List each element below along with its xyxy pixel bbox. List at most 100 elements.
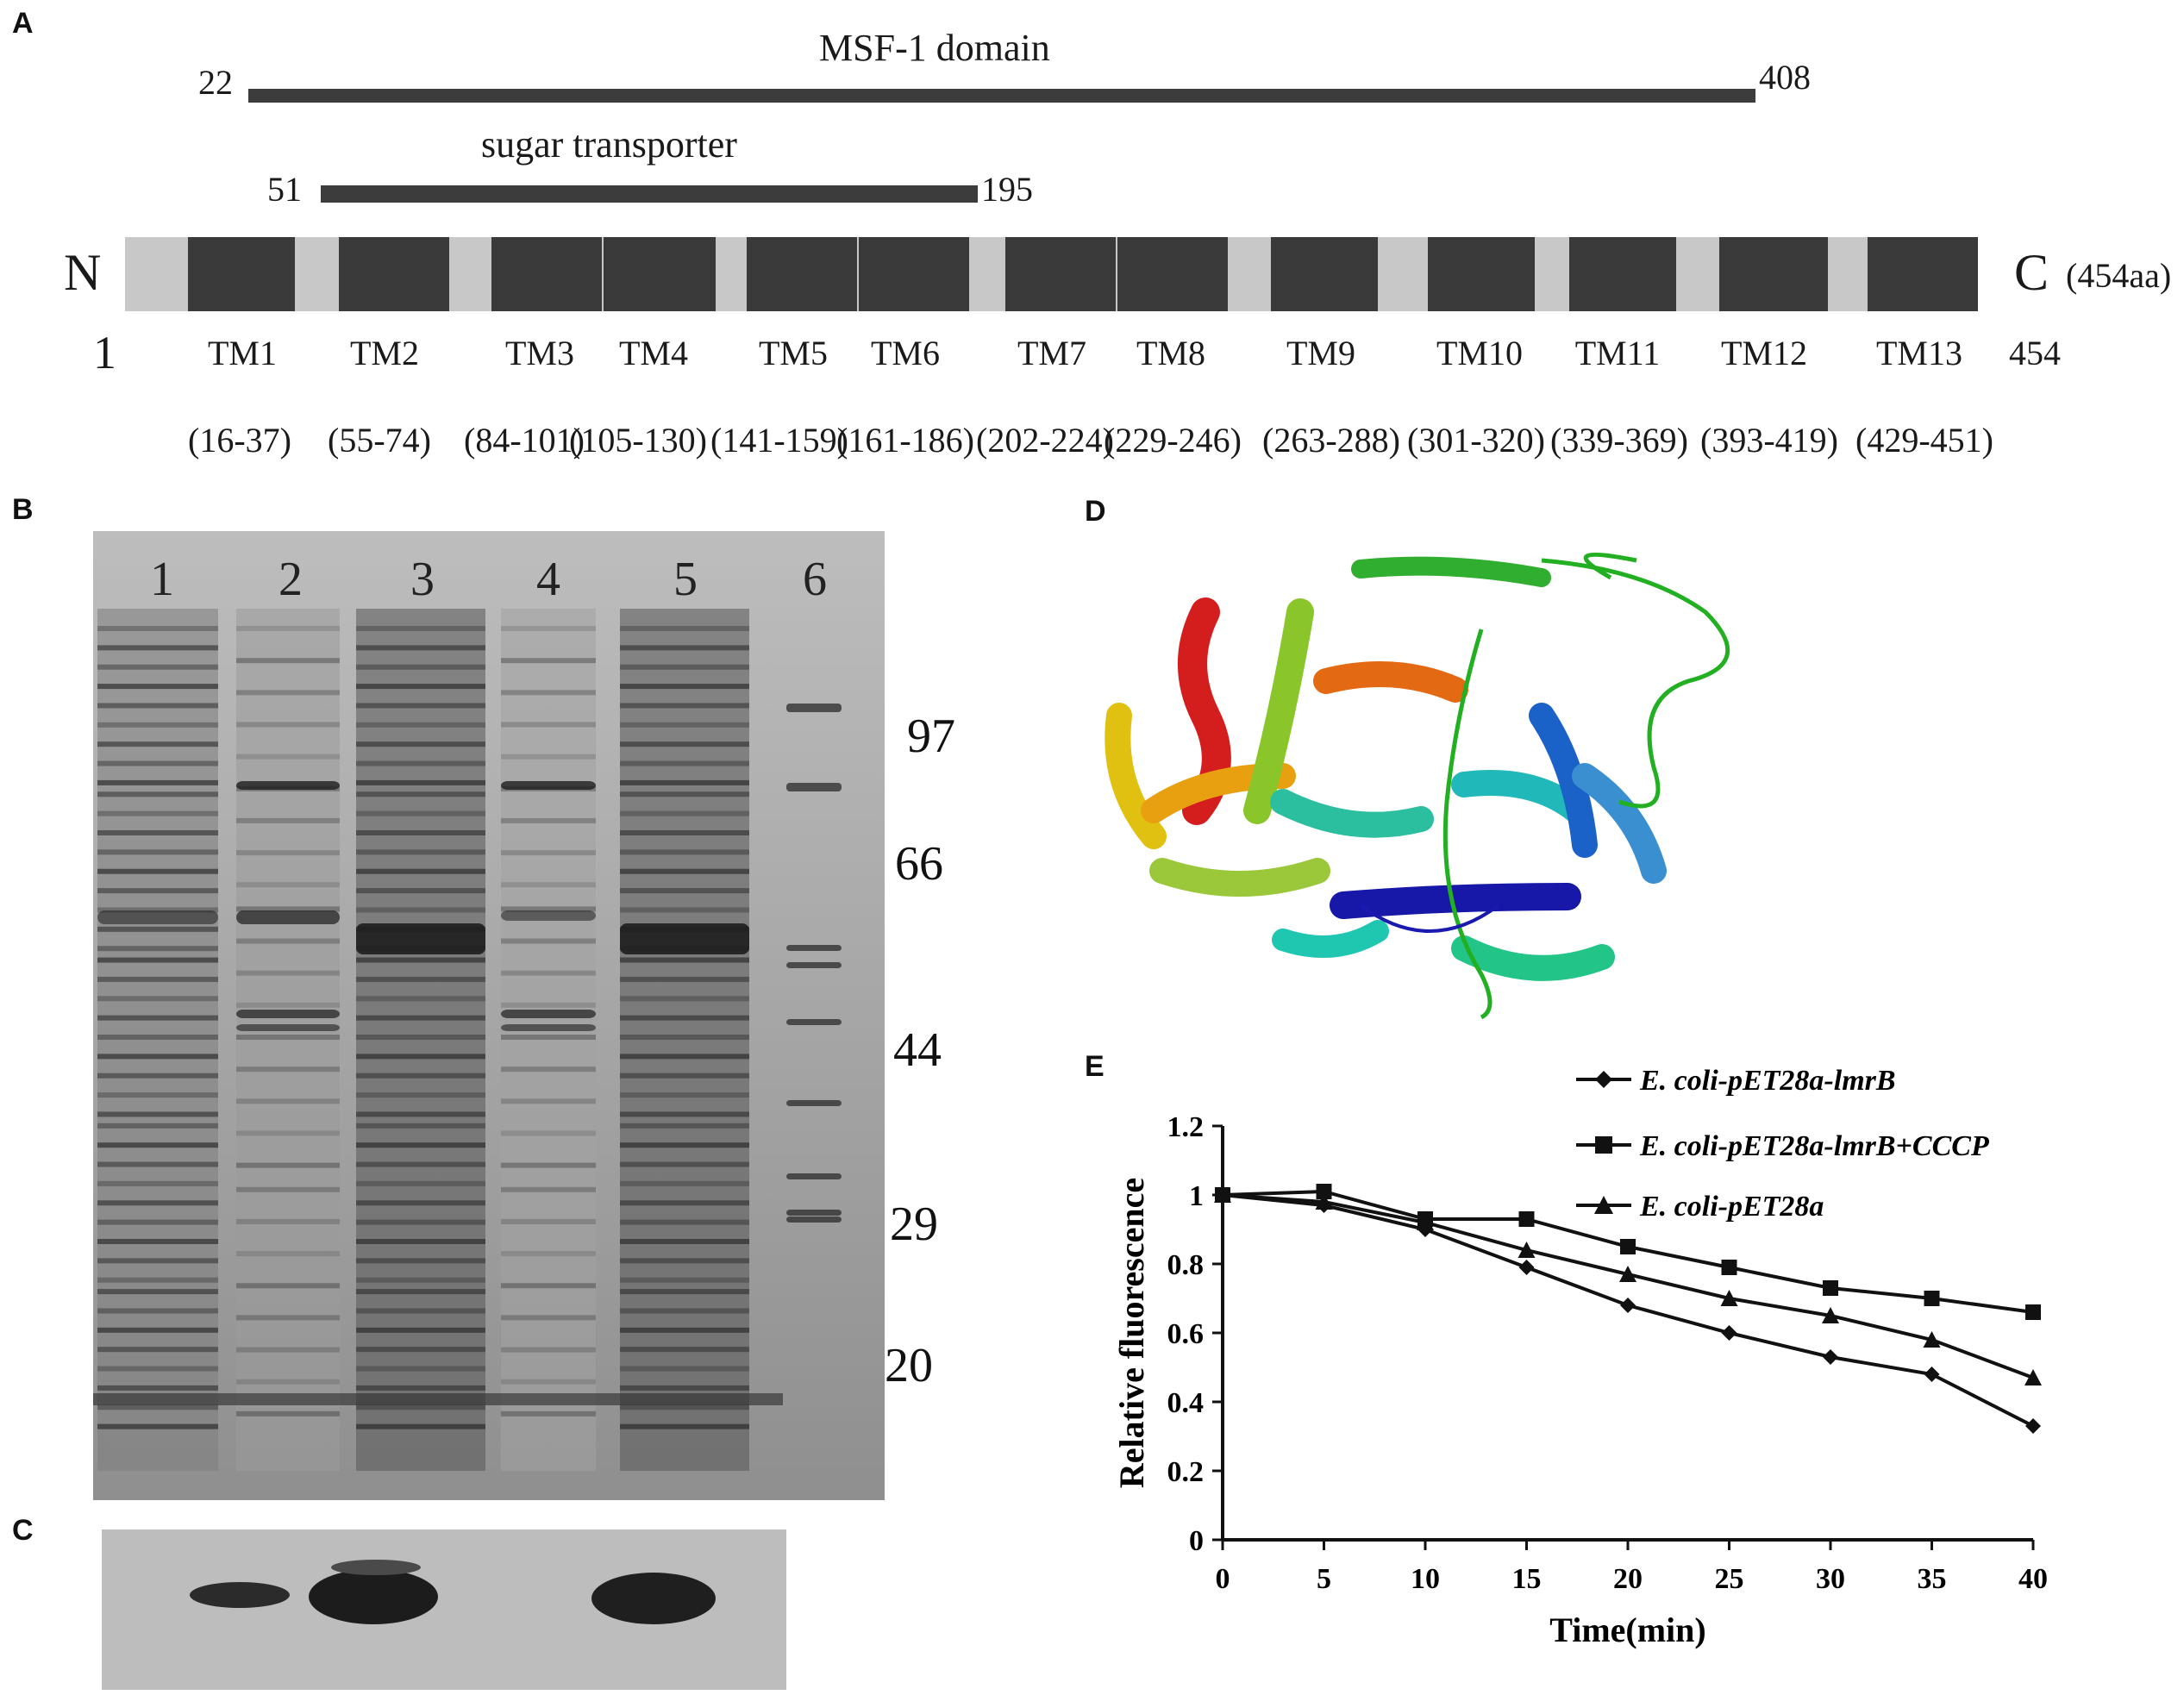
gel-band — [356, 1277, 485, 1283]
y-axis-label: Relative fluorescence — [1112, 1178, 1151, 1488]
tm-range-8: (229-246) — [1104, 421, 1242, 460]
helix-royal-blue — [1529, 703, 1598, 858]
marker-29: 29 — [890, 1198, 938, 1251]
gel-band — [356, 810, 485, 816]
gel-band — [620, 1015, 749, 1021]
gel-band — [97, 1258, 218, 1264]
gel-band — [620, 1123, 749, 1129]
marker-band — [786, 1210, 842, 1216]
data-point-diamond — [1924, 1367, 1940, 1382]
panel-label-d: D — [1085, 495, 1106, 528]
gel-band — [620, 1142, 749, 1148]
loop-outer — [1541, 558, 1730, 809]
gel-band — [356, 957, 485, 963]
tm-name-12: TM12 — [1721, 334, 1807, 372]
gel-band — [97, 1200, 218, 1206]
gel-band — [236, 1002, 340, 1008]
marker-66: 66 — [895, 837, 943, 891]
position-end-label: 454 — [2009, 334, 2061, 372]
data-point-square — [1620, 1239, 1636, 1254]
gel-band — [236, 850, 340, 856]
gel-band — [97, 1219, 218, 1225]
gel-band — [236, 722, 340, 728]
gel-band — [236, 1283, 340, 1289]
gel-band — [236, 1410, 340, 1417]
gel-band — [97, 684, 218, 690]
gel-band — [501, 938, 596, 944]
tm-segment-11 — [1569, 237, 1676, 311]
legend-label-3: E. coli-pET28a — [1639, 1191, 1824, 1223]
gel-band — [620, 1277, 749, 1283]
gel-band — [97, 1404, 218, 1410]
gel-band — [97, 926, 218, 932]
x-tick-label: 20 — [1613, 1563, 1643, 1595]
helix-turquoise — [1272, 920, 1389, 958]
tm-name-6: TM6 — [871, 334, 940, 372]
gel-band — [501, 1315, 596, 1321]
tm-segment-13 — [1868, 237, 1978, 311]
gel-band — [501, 1162, 596, 1168]
gel-band — [501, 1035, 596, 1040]
legend-label-1: E. coli-pET28a-lmrB — [1639, 1065, 1896, 1097]
line-chart: 0 0.2 0.4 0.6 0.8 1 1.2 0 5 10 15 20 25 30 35 40 E. co… — [1112, 1065, 2048, 1649]
y-tick-label: 1.2 — [1167, 1111, 1205, 1143]
msf-start-label: 22 — [198, 63, 233, 102]
data-point-square — [1316, 1184, 1332, 1199]
helix-sea-green — [1451, 935, 1615, 981]
gel-band — [620, 1035, 749, 1040]
gel-band — [236, 1035, 340, 1040]
gel-band — [97, 946, 218, 952]
legend-label-2: E. coli-pET28a-lmrB+CCCP — [1639, 1130, 1989, 1162]
gel-band — [356, 976, 485, 982]
marker-band — [786, 945, 842, 951]
gel-band — [620, 1404, 749, 1410]
lane-label-4: 4 — [536, 553, 560, 606]
gel-band — [97, 1289, 218, 1295]
panel-label-a: A — [12, 7, 34, 40]
panel-label-c: C — [12, 1514, 34, 1547]
y-tick-label: 0.2 — [1167, 1456, 1205, 1488]
gel-band — [356, 791, 485, 797]
gel-band — [501, 882, 596, 888]
gel-band — [356, 1308, 485, 1314]
gel-band — [620, 1092, 749, 1098]
gel-band — [620, 1180, 749, 1186]
gel-band — [236, 970, 340, 976]
fluorescence-chart: 0 0.2 0.4 0.6 0.8 1 1.2 0 5 10 15 20 25 30 35 40 E. co… — [1069, 1060, 2184, 1695]
marker-band — [786, 1217, 842, 1223]
gel-band — [97, 760, 218, 766]
gel-band — [236, 690, 340, 696]
gel-band — [236, 658, 340, 664]
gel-band — [97, 1142, 218, 1148]
gel-band — [501, 1098, 596, 1104]
x-tick-label: 25 — [1715, 1563, 1744, 1595]
gel-band — [97, 1239, 218, 1244]
gel-band — [236, 1251, 340, 1257]
gel-band — [620, 1308, 749, 1314]
gel-band — [97, 1073, 218, 1079]
gel-band — [97, 1385, 218, 1391]
tm-name-8: TM8 — [1136, 334, 1205, 372]
gel-band — [97, 1180, 218, 1186]
gel-band — [236, 817, 340, 823]
gel-band — [620, 1239, 749, 1244]
gel-band — [356, 996, 485, 1002]
gel-band — [97, 1423, 218, 1429]
tm-range-1: (16-37) — [188, 421, 291, 460]
tm-range-4: (105-130) — [569, 421, 707, 460]
gel-band — [356, 1092, 485, 1098]
msf-domain-bar — [248, 89, 1755, 103]
gel-strong-band — [97, 910, 218, 924]
gel-band — [501, 690, 596, 696]
gel-band — [356, 1347, 485, 1353]
gel-band — [236, 882, 340, 888]
gel-band — [620, 907, 749, 913]
gel-band — [620, 1423, 749, 1429]
gel-band — [356, 1073, 485, 1079]
gel-band — [620, 760, 749, 766]
gel-band — [97, 849, 218, 855]
panel-label-b: B — [12, 493, 34, 526]
c-terminus-label: C — [2014, 244, 2049, 301]
tm-segment-6 — [859, 237, 969, 311]
